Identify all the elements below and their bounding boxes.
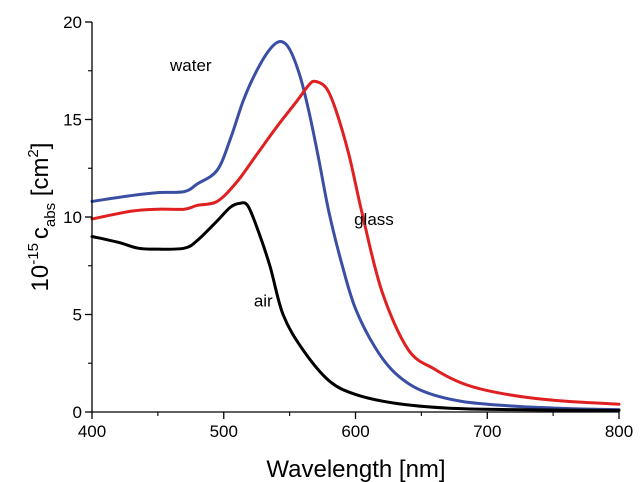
x-tick-label: 600 bbox=[341, 422, 369, 441]
y-axis-title: 10-15 cabs [cm2] bbox=[25, 143, 59, 292]
series-label-glass: glass bbox=[354, 210, 394, 229]
y-axis-title-unit-close: ] bbox=[27, 143, 54, 150]
y-tick-label: 15 bbox=[63, 111, 82, 130]
y-axis-title-symbol: c bbox=[27, 227, 54, 239]
x-tick-label: 700 bbox=[473, 422, 501, 441]
series-line-air bbox=[90, 201, 621, 412]
series-line-water bbox=[90, 40, 621, 412]
series-line-glass bbox=[90, 79, 621, 406]
y-tick-label: 0 bbox=[73, 403, 82, 422]
x-tick-label: 800 bbox=[605, 422, 633, 441]
y-axis-title-unit-open: [cm bbox=[27, 158, 54, 203]
series-label-water: water bbox=[169, 56, 212, 75]
series-layer bbox=[90, 40, 621, 412]
x-axis-title: Wavelength [nm] bbox=[266, 456, 445, 482]
x-tick-label: 500 bbox=[210, 422, 238, 441]
axes-layer: 400 500 600 700 800 0 5 10 15 20 bbox=[63, 13, 633, 441]
y-axis-title-prefix: 10 bbox=[27, 265, 54, 292]
y-tick-label: 5 bbox=[73, 306, 82, 325]
y-axis-title-unit-exponent: 2 bbox=[25, 149, 42, 157]
y-tick-label: 10 bbox=[63, 208, 82, 227]
series-label-air: air bbox=[254, 292, 273, 311]
y-tick-label: 20 bbox=[63, 13, 82, 32]
y-axis-title-subscript: abs bbox=[42, 203, 59, 227]
labels-layer: water glass air bbox=[169, 56, 394, 311]
y-axis-title-exponent: -15 bbox=[25, 243, 42, 265]
x-tick-label: 400 bbox=[78, 422, 106, 441]
